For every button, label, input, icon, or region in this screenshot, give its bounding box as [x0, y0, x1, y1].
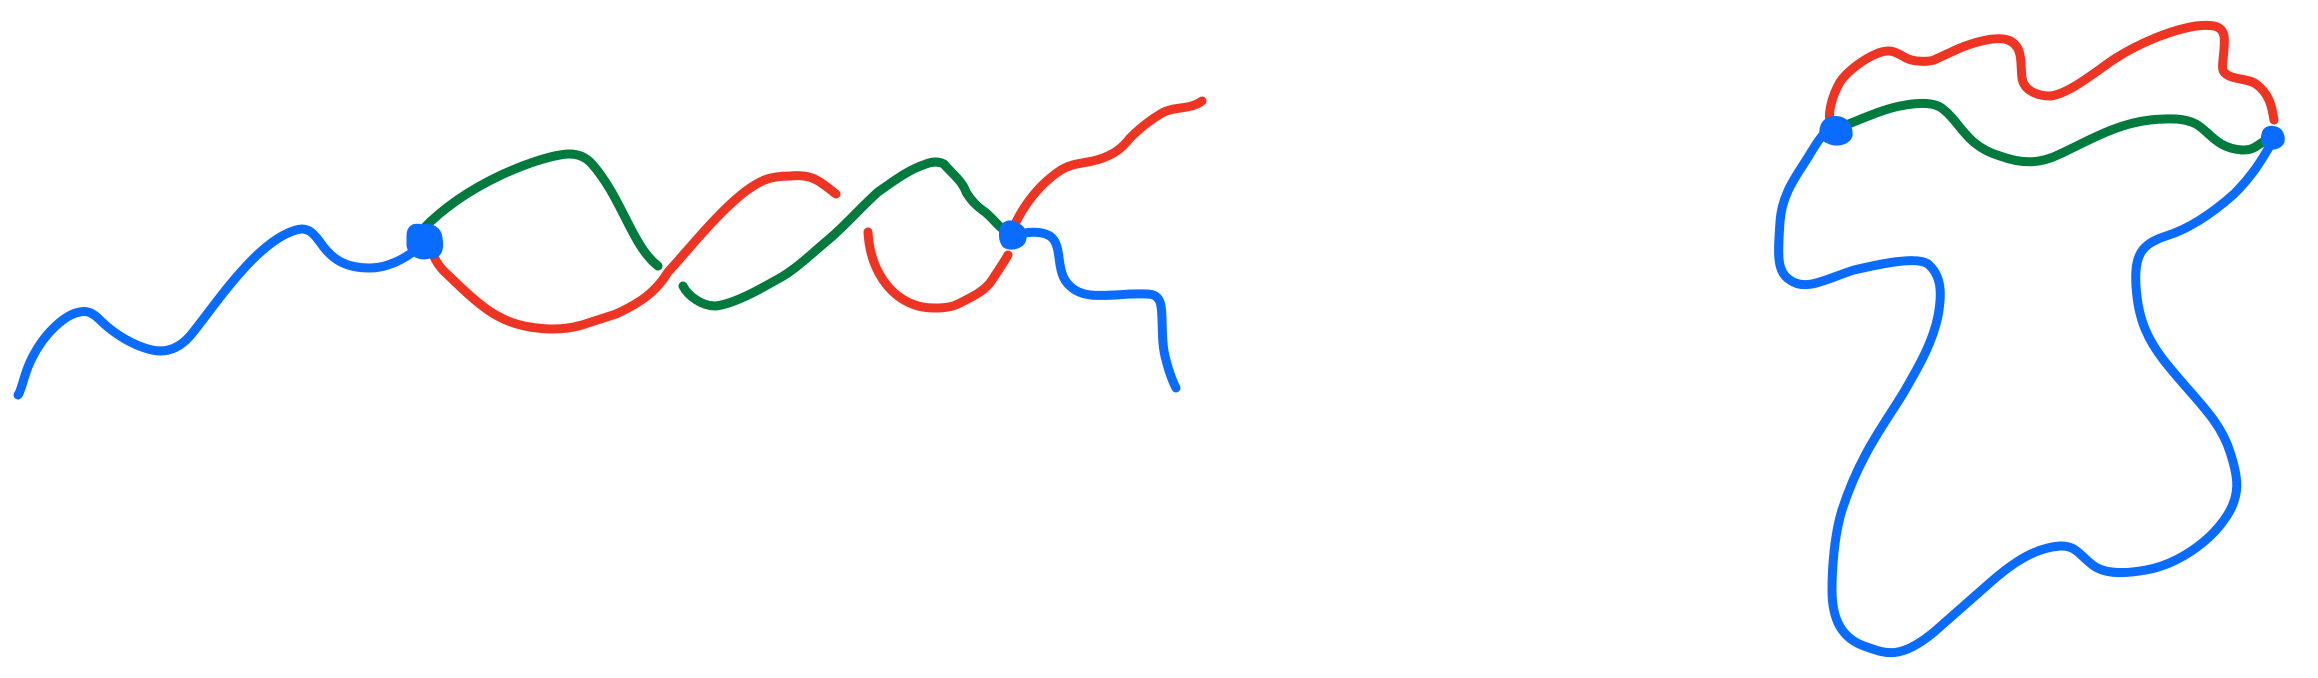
red-strand-lower: [432, 176, 836, 329]
blue-strand-left: [18, 229, 418, 395]
node-upper-right: [2262, 127, 2283, 148]
red-arc-middle: [868, 232, 1008, 308]
node-left: [408, 225, 442, 258]
node-right: [1000, 222, 1025, 248]
blue-outer-loop: [1779, 126, 2272, 653]
node-upper-left: [1821, 118, 1851, 145]
right-figure: [1779, 25, 2284, 652]
left-figure: [18, 101, 1202, 395]
blue-strand-right: [1014, 232, 1176, 388]
green-middle-arc: [1838, 103, 2266, 161]
red-strand-right: [1014, 101, 1202, 226]
green-arc-upper: [422, 154, 658, 266]
green-strand-middle: [683, 162, 1012, 306]
